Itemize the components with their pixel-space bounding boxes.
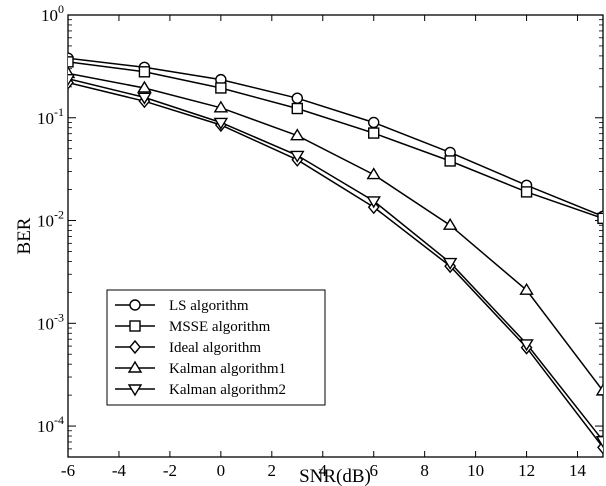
- series-line-3: [68, 81, 603, 448]
- data-point-series-5: [442, 257, 458, 270]
- data-point-series-5: [519, 339, 534, 352]
- data-point-series-2: [68, 56, 74, 68]
- data-point-series-2: [444, 155, 456, 167]
- x-axis-title: SNR(dB): [299, 466, 371, 486]
- legend-marker: [127, 360, 143, 373]
- data-point-series-4: [366, 167, 381, 180]
- x-tick-label: 12: [518, 461, 535, 480]
- data-point-series-4: [519, 282, 534, 295]
- y-tick-label: 10-3: [37, 310, 64, 333]
- y-tick-label: 10-2: [37, 208, 64, 231]
- data-point-series-2: [138, 66, 151, 78]
- x-tick-label: 0: [217, 461, 226, 480]
- data-point-series-4: [595, 383, 603, 396]
- data-point-series-1: [368, 116, 380, 129]
- data-point-series-5: [68, 73, 76, 87]
- series-line-2: [68, 61, 603, 220]
- legend-marker: [129, 299, 141, 311]
- data-point-series-2: [597, 212, 603, 225]
- x-tick-label: 6: [369, 461, 378, 480]
- y-tick-label: 10-1: [37, 105, 64, 128]
- data-point-series-5: [213, 117, 229, 130]
- legend-label: Ideal algorithm: [169, 340, 261, 356]
- data-point-series-1: [291, 92, 303, 104]
- data-point-series-5: [595, 436, 603, 449]
- series-line-5: [68, 77, 603, 442]
- series-markers: [68, 52, 603, 455]
- data-point-series-5: [137, 92, 152, 105]
- plot-frame: [67, 14, 604, 458]
- data-point-series-4: [137, 80, 152, 93]
- legend-marker: [129, 320, 141, 332]
- data-point-series-4: [213, 100, 229, 113]
- series-lines: [68, 57, 603, 448]
- data-point-series-2: [368, 127, 380, 139]
- legend-label: Kalman algorithm1: [169, 361, 286, 377]
- x-tick-label: 10: [467, 461, 484, 480]
- data-point-series-4: [442, 217, 458, 230]
- legend-label: Kalman algorithm2: [169, 382, 286, 398]
- legend: LS algorithm MSSE algorithm Ideal algorith…: [106, 289, 326, 406]
- x-tick-label: 2: [268, 461, 277, 480]
- x-tick-label: 8: [420, 461, 429, 480]
- x-tick-label: -4: [112, 461, 127, 480]
- data-point-series-2: [291, 102, 303, 115]
- data-point-series-5: [366, 196, 381, 209]
- legend-marker: [129, 339, 141, 355]
- series-line-4: [68, 72, 603, 392]
- data-point-series-2: [520, 186, 533, 198]
- x-tick-label: -6: [61, 461, 75, 480]
- y-tick-label: 100: [41, 2, 64, 25]
- axis-ticks: -6 -4 -2 0 2 4 6 8 10 12 14 100 10-1 10-2 10-3 10-4: [37, 2, 603, 480]
- x-tick-label: -2: [163, 461, 177, 480]
- x-tick-label: 14: [569, 461, 587, 480]
- y-tick-label: 10-4: [37, 413, 64, 436]
- legend-marker: [127, 384, 143, 397]
- y-axis-title: BER: [14, 217, 35, 254]
- data-point-series-5: [290, 150, 305, 163]
- data-point-series-2: [215, 82, 227, 94]
- legend-label: MSSE algorithm: [169, 319, 271, 335]
- x-tick-label: 4: [319, 461, 328, 480]
- legend-label: LS algorithm: [169, 298, 249, 314]
- data-point-series-4: [290, 128, 305, 141]
- series-line-1: [68, 57, 603, 217]
